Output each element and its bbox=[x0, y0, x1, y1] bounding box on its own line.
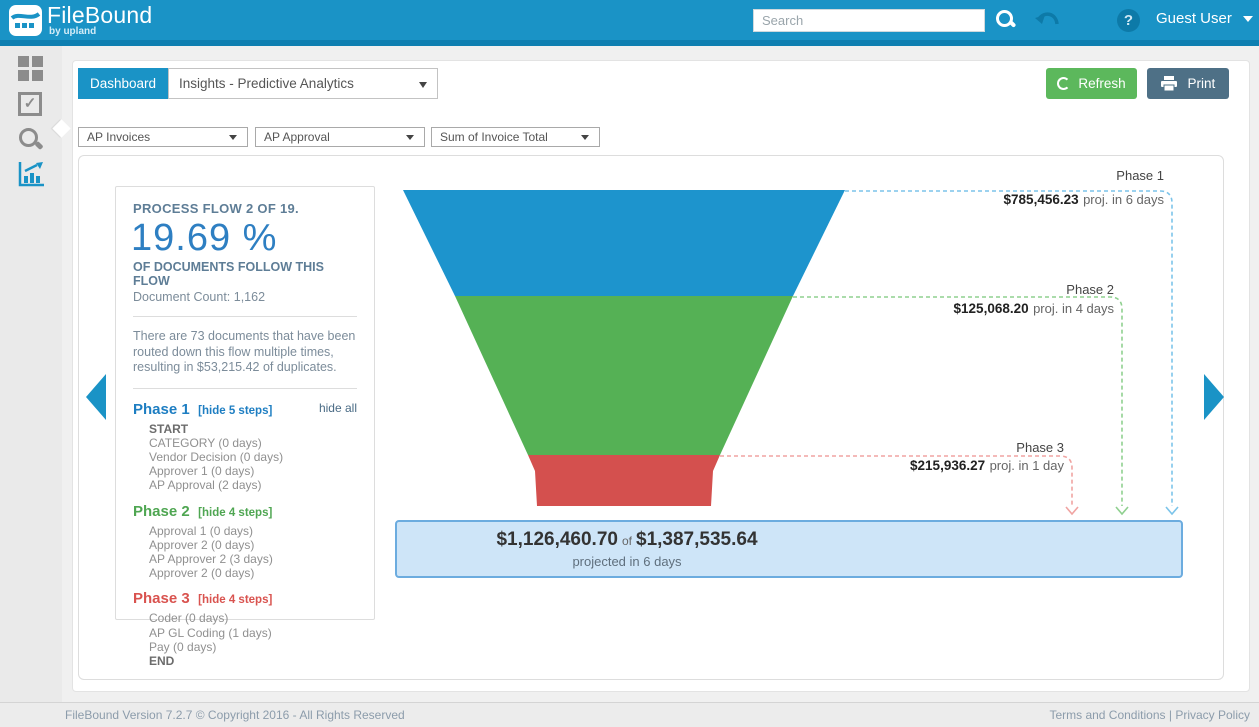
step: AP Approval (2 days) bbox=[149, 478, 262, 493]
version-text: FileBound Version 7.2.7 © Copyright 2016… bbox=[65, 708, 405, 722]
phase2-steps: Approval 1 (0 days) Approver 2 (0 days) … bbox=[149, 524, 357, 581]
process-flow-percent: 19.69 % bbox=[131, 217, 278, 259]
phase3-leader-line bbox=[720, 455, 1073, 506]
sidebar-item-tasks[interactable]: ✓ bbox=[18, 92, 42, 116]
top-header: FileBound by upland ? Guest User bbox=[0, 0, 1259, 40]
phase2-leader-line bbox=[793, 296, 1123, 506]
step: Approval 1 (0 days) bbox=[149, 523, 254, 538]
phase1-toggle-link[interactable]: [hide 5 steps] bbox=[198, 404, 273, 417]
phase3-block: Phase 3 [hide 4 steps] Coder (0 days) AP… bbox=[133, 590, 357, 668]
chevron-down-icon bbox=[406, 135, 414, 140]
phase2-heading: Phase 2 bbox=[133, 502, 190, 520]
refresh-icon bbox=[1057, 77, 1071, 90]
phase1-steps: START CATEGORY (0 days) Vendor Decision … bbox=[149, 422, 357, 493]
step: Pay (0 days) bbox=[149, 639, 217, 654]
dashboard-select[interactable]: Insights - Predictive Analytics bbox=[168, 68, 438, 99]
printer-icon bbox=[1160, 76, 1177, 92]
projection-summary-box: $1,126,460.70 of $1,387,535.64 projected i… bbox=[395, 520, 1183, 578]
phase3-annotation-label: Phase 3 bbox=[1016, 440, 1064, 455]
header-accent-strip bbox=[0, 40, 1259, 46]
tab-dashboard[interactable]: Dashboard bbox=[78, 68, 168, 99]
grid-icon bbox=[18, 56, 29, 67]
funnel-segment-phase2[interactable] bbox=[455, 296, 793, 455]
project-filter-select[interactable]: AP Invoices bbox=[78, 127, 248, 147]
funnel-segment-phase1[interactable] bbox=[403, 190, 845, 296]
document-count: Document Count: 1,162 bbox=[133, 290, 266, 304]
phase3-annotation-value: $215,936.27 proj. in 1 day bbox=[910, 458, 1064, 473]
metric-filter-select[interactable]: Sum of Invoice Total bbox=[431, 127, 600, 147]
footer: FileBound Version 7.2.7 © Copyright 2016… bbox=[0, 702, 1259, 727]
phase1-leader-line bbox=[845, 190, 1173, 506]
step: Vendor Decision (0 days) bbox=[149, 449, 284, 464]
step: CATEGORY (0 days) bbox=[149, 435, 262, 450]
step: Approver 2 (0 days) bbox=[149, 537, 255, 552]
step: AP Approver 2 (3 days) bbox=[149, 551, 273, 566]
process-flow-title: PROCESS FLOW 2 OF 19. bbox=[133, 201, 299, 216]
phase3-arrow-icon bbox=[1065, 506, 1079, 516]
footer-separator: | bbox=[1168, 708, 1172, 722]
funnel-chart bbox=[403, 190, 1179, 516]
phase1-block: hide all Phase 1 [hide 5 steps] START CA… bbox=[133, 401, 357, 493]
search-icon bbox=[995, 9, 1015, 29]
phase1-heading: Phase 1 bbox=[133, 400, 190, 418]
phase2-arrow-icon bbox=[1115, 506, 1129, 516]
bar-chart-icon bbox=[18, 162, 44, 187]
user-name: Guest User bbox=[1156, 10, 1232, 27]
step: START bbox=[149, 421, 189, 436]
left-sidebar: ✓ bbox=[0, 46, 62, 727]
phase3-heading: Phase 3 bbox=[133, 590, 190, 608]
divider bbox=[133, 316, 357, 317]
privacy-link[interactable]: Privacy Policy bbox=[1175, 708, 1250, 722]
step: AP GL Coding (1 days) bbox=[149, 625, 272, 640]
hide-all-link[interactable]: hide all bbox=[318, 400, 357, 415]
footer-links: Terms and Conditions | Privacy Policy bbox=[1049, 708, 1250, 722]
phase2-block: Phase 2 [hide 4 steps] Approval 1 (0 day… bbox=[133, 503, 357, 581]
filebound-logo-icon[interactable] bbox=[9, 5, 42, 36]
search-input[interactable] bbox=[753, 9, 985, 32]
chevron-down-icon bbox=[229, 135, 237, 140]
phase1-arrow-icon bbox=[1165, 506, 1179, 516]
process-flow-subtitle: OF DOCUMENTS FOLLOW THIS FLOW bbox=[133, 260, 324, 288]
step: END bbox=[149, 653, 175, 668]
step: Approver 1 (0 days) bbox=[149, 464, 255, 479]
summary-amount: $1,126,460.70 bbox=[496, 529, 618, 550]
brand-name: FileBound bbox=[47, 2, 153, 28]
terms-link[interactable]: Terms and Conditions bbox=[1049, 708, 1166, 722]
projection-summary-text: $1,126,460.70 of $1,387,535.64 projected i… bbox=[496, 529, 758, 569]
sidebar-item-search[interactable] bbox=[18, 127, 44, 153]
brand-tagline: by upland bbox=[49, 26, 97, 37]
summary-caption: projected in 6 days bbox=[572, 554, 682, 569]
summary-total: $1,387,535.64 bbox=[636, 529, 758, 550]
chevron-down-icon bbox=[581, 135, 589, 140]
phase3-toggle-link[interactable]: [hide 4 steps] bbox=[198, 594, 273, 607]
step: Coder (0 days) bbox=[149, 611, 229, 626]
duplicates-note: There are 73 documents that have been ro… bbox=[133, 329, 356, 374]
phase3-steps: Coder (0 days) AP GL Coding (1 days) Pay… bbox=[149, 611, 357, 668]
chevron-down-icon bbox=[419, 82, 427, 88]
next-flow-arrow[interactable] bbox=[1204, 374, 1224, 420]
step: Approver 2 (0 days) bbox=[149, 566, 255, 581]
phase2-annotation-value: $125,068.20 proj. in 4 days bbox=[953, 301, 1114, 316]
help-icon[interactable]: ? bbox=[1117, 9, 1140, 32]
refresh-button[interactable]: Refresh bbox=[1046, 68, 1137, 99]
phase2-annotation-label: Phase 2 bbox=[1066, 282, 1114, 297]
chevron-down-icon bbox=[1243, 16, 1254, 23]
phase1-annotation-label: Phase 1 bbox=[1116, 168, 1164, 183]
phase1-annotation-value: $785,456.23 proj. in 6 days bbox=[1003, 192, 1164, 207]
workflow-filter-select[interactable]: AP Approval bbox=[255, 127, 425, 147]
funnel-segment-phase3[interactable] bbox=[528, 455, 720, 506]
divider bbox=[133, 387, 357, 389]
sidebar-item-analytics[interactable] bbox=[18, 161, 44, 187]
undo-icon[interactable] bbox=[1034, 10, 1060, 32]
user-menu[interactable]: Guest User bbox=[1156, 10, 1254, 27]
previous-flow-arrow[interactable] bbox=[86, 374, 106, 420]
process-flow-stats-panel: PROCESS FLOW 2 OF 19. 19.69 % OF DOCUMEN… bbox=[115, 186, 375, 668]
print-button[interactable]: Print bbox=[1147, 68, 1229, 99]
phase2-toggle-link[interactable]: [hide 4 steps] bbox=[198, 506, 273, 519]
funnel-chart-area: Phase 1 $785,456.23 proj. in 6 days Phas… bbox=[78, 155, 1224, 680]
sidebar-item-dashboard[interactable] bbox=[18, 56, 44, 82]
dashboard-select-value: Insights - Predictive Analytics bbox=[179, 76, 354, 91]
search-button[interactable] bbox=[988, 6, 1022, 34]
